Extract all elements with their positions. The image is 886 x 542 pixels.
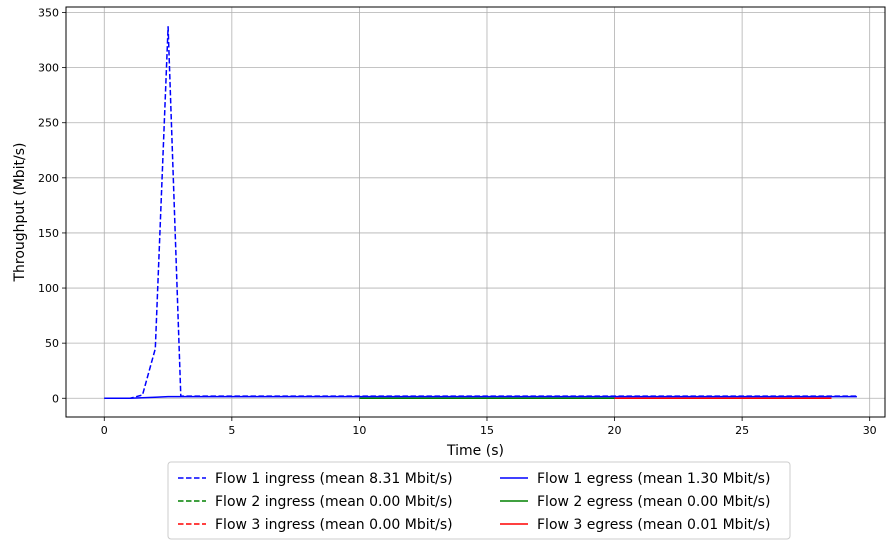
series-line-2 — [104, 395, 857, 400]
y-tick-label: 150 — [38, 227, 59, 240]
x-tick-label: 30 — [863, 424, 877, 437]
legend-label-1: Flow 1 ingress (mean 8.31 Mbit/s) — [215, 471, 453, 487]
legend-label-4: Flow 2 egress (mean 0.00 Mbit/s) — [537, 494, 770, 510]
y-tick-label: 200 — [38, 172, 59, 185]
y-tick-label: 300 — [38, 62, 59, 75]
y-tick-label: 350 — [38, 7, 59, 20]
series-line-1 — [104, 26, 857, 400]
y-tick-label: 250 — [38, 117, 59, 130]
x-tick-label: 10 — [352, 424, 366, 437]
x-tick-label: 0 — [101, 424, 108, 437]
legend-label-6: Flow 3 egress (mean 0.01 Mbit/s) — [537, 517, 770, 533]
y-axis-label: Throughput (Mbit/s) — [12, 142, 28, 282]
series-lines — [104, 26, 857, 400]
x-tick-label: 15 — [480, 424, 494, 437]
y-tick-label: 0 — [52, 392, 59, 405]
x-tick-label: 5 — [228, 424, 235, 437]
y-tick-label: 50 — [45, 337, 59, 350]
legend-label-5: Flow 3 ingress (mean 0.00 Mbit/s) — [215, 517, 453, 533]
y-tick-label: 100 — [38, 282, 59, 295]
x-tick-label: 20 — [608, 424, 622, 437]
x-tick-label: 25 — [735, 424, 749, 437]
x-axis-label: Time (s) — [446, 443, 504, 459]
legend-box — [167, 461, 791, 540]
plot-frame — [65, 6, 886, 418]
legend-label-3: Flow 2 ingress (mean 0.00 Mbit/s) — [215, 494, 453, 510]
grid — [66, 7, 885, 417]
legend-label-2: Flow 1 egress (mean 1.30 Mbit/s) — [537, 471, 770, 487]
legend: Flow 1 ingress (mean 8.31 Mbit/s) Flow 1 … — [167, 461, 791, 540]
